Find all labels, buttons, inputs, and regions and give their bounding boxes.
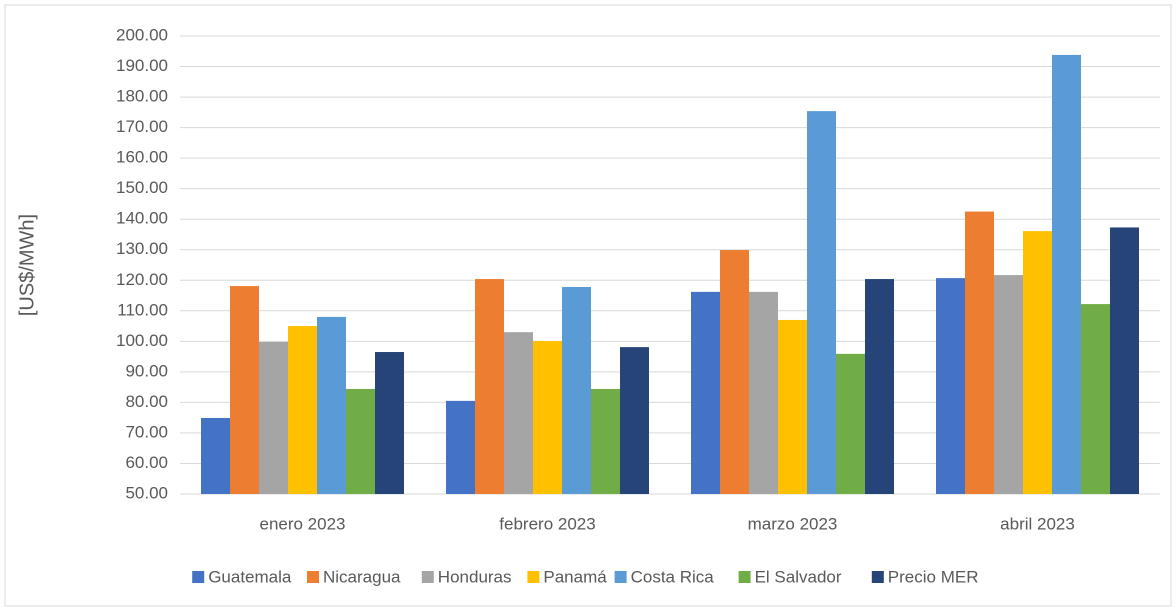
legend-swatch xyxy=(738,571,751,583)
legend-swatch xyxy=(421,571,434,583)
bar xyxy=(446,400,475,494)
bar xyxy=(965,211,994,495)
bar xyxy=(1081,304,1110,494)
legend-label: Nicaragua xyxy=(323,567,401,586)
bar xyxy=(346,388,375,494)
legend-swatch xyxy=(307,571,319,583)
bar xyxy=(865,279,894,494)
legend-swatch xyxy=(871,571,884,583)
bar xyxy=(836,353,865,494)
y-tick-label: 120.00 xyxy=(116,270,168,289)
y-tick-label: 90.00 xyxy=(125,361,168,380)
y-tick-label: 130.00 xyxy=(116,239,168,258)
y-tick-label: 50.00 xyxy=(125,483,168,502)
y-tick-label: 80.00 xyxy=(125,392,168,411)
bar xyxy=(749,291,778,494)
bar xyxy=(691,291,720,494)
bar xyxy=(201,417,230,494)
y-tick-label: 70.00 xyxy=(125,422,168,441)
bar xyxy=(720,250,749,494)
y-tick-label: 140.00 xyxy=(116,209,168,228)
legend-label: Guatemala xyxy=(208,567,292,586)
bar xyxy=(288,326,317,494)
bar xyxy=(475,279,504,494)
y-tick-label: 160.00 xyxy=(116,148,168,167)
bar xyxy=(259,341,288,494)
bar xyxy=(936,278,965,494)
legend-swatch xyxy=(614,571,627,583)
x-tick-label: abril 2023 xyxy=(1000,514,1075,533)
y-axis-label: [US$/MWh] xyxy=(16,214,38,316)
y-tick-label: 180.00 xyxy=(116,87,168,106)
y-tick-label: 170.00 xyxy=(116,117,168,136)
bar xyxy=(230,286,259,494)
legend-label: El Salvador xyxy=(755,567,842,586)
x-tick-label: marzo 2023 xyxy=(748,514,838,533)
bar xyxy=(317,316,346,494)
y-tick-label: 190.00 xyxy=(116,56,168,75)
x-tick-label: enero 2023 xyxy=(259,514,345,533)
bar xyxy=(620,347,649,494)
legend-label: Costa Rica xyxy=(631,567,715,586)
y-tick-label: 60.00 xyxy=(125,453,168,472)
bar xyxy=(994,275,1023,494)
bar xyxy=(562,286,591,494)
bar xyxy=(1110,227,1139,494)
legend-label: Panamá xyxy=(543,567,607,586)
bar xyxy=(533,341,562,494)
y-tick-label: 200.00 xyxy=(116,25,168,44)
y-tick-label: 110.00 xyxy=(117,300,168,319)
bar xyxy=(1052,54,1081,495)
y-tick-label: 150.00 xyxy=(116,178,168,197)
bar xyxy=(591,388,620,494)
bar xyxy=(807,111,836,494)
bar xyxy=(504,332,533,494)
x-tick-label: febrero 2023 xyxy=(499,514,595,533)
legend-label: Honduras xyxy=(438,567,512,586)
y-tick-label: 100.00 xyxy=(116,331,168,350)
bar xyxy=(1023,231,1052,494)
legend-swatch xyxy=(527,571,540,583)
bar xyxy=(375,352,404,494)
legend-swatch xyxy=(192,571,205,583)
legend-label: Precio MER xyxy=(888,567,979,586)
bar xyxy=(778,319,807,494)
